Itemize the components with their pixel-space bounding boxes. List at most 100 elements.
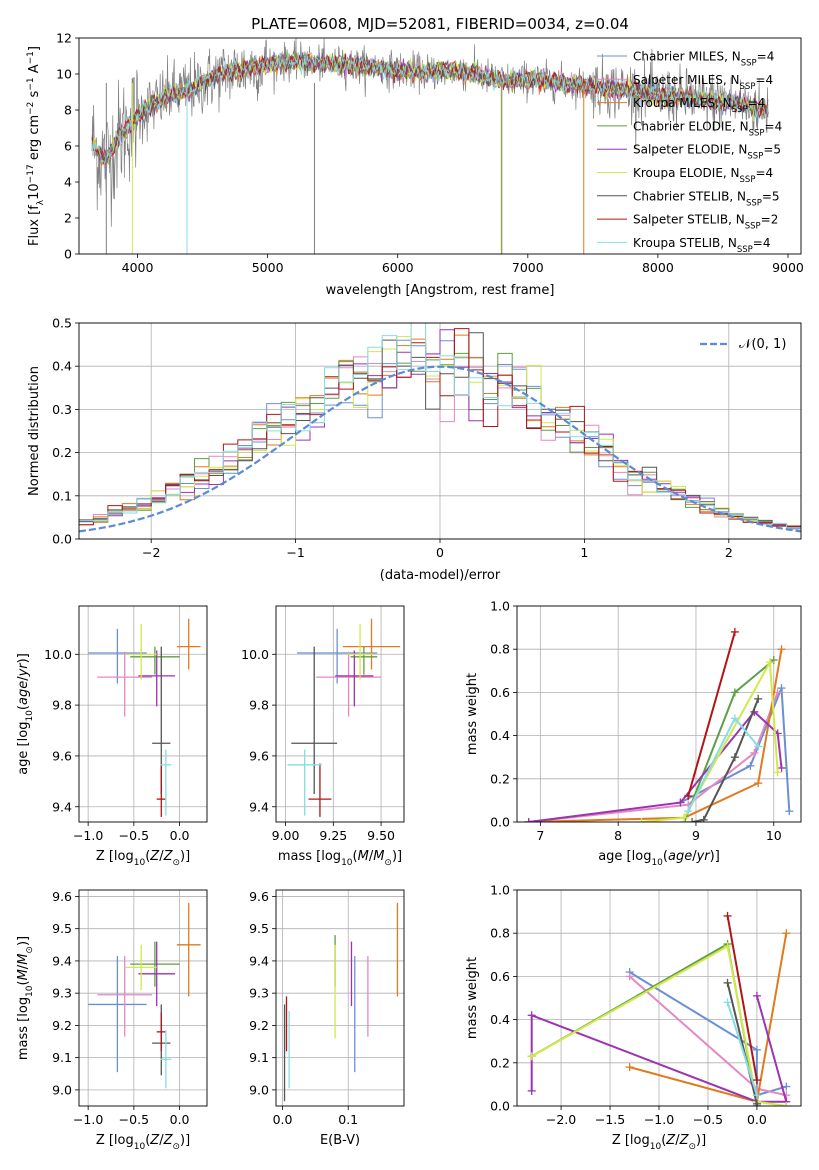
y-tick-label: 9.2: [249, 1018, 269, 1033]
label-part: M: [373, 849, 384, 864]
label-part: 10: [25, 710, 35, 722]
legend-text: Salpeter STELIB, N: [633, 213, 745, 227]
label-part: ⊙: [25, 946, 35, 954]
y-tick-label: 9.2: [52, 1018, 72, 1033]
y-tick-label: 9.6: [249, 889, 269, 904]
y-tick-label: 0.0: [490, 815, 510, 830]
label-part: (: [16, 705, 31, 710]
figure-title: PLATE=0608, MJD=52081, FIBERID=0034, z=0…: [251, 15, 629, 33]
x-tick-label: 9.50: [367, 828, 395, 843]
label-part: )]: [180, 849, 190, 864]
legend-text: =5: [763, 143, 781, 157]
legend-subscript: SSP: [740, 175, 756, 185]
label-part: s: [27, 90, 42, 101]
x-axis-label: mass [log10(M/M⊙)]: [278, 849, 402, 868]
label-part: −1: [26, 77, 36, 90]
label-part: Z: [665, 1133, 676, 1148]
y-tick-label: 0.4: [52, 359, 72, 374]
weight-plot-area: [524, 627, 794, 822]
label-part: yr: [696, 849, 712, 864]
legend-text: Kroupa ELODIE, N: [633, 166, 740, 180]
x-tick-label: 6000: [382, 260, 414, 275]
y-tick-label: 9.3: [52, 986, 72, 1001]
x-tick-label: 4000: [122, 260, 154, 275]
weight-series-line: [531, 944, 787, 1106]
x-tick-label: −2: [142, 545, 160, 560]
normal-curve: [79, 365, 801, 533]
weight-series-line: [528, 649, 783, 822]
legend-text: =4: [755, 166, 773, 180]
mass-vs-extinction-panel: 0.0 0.1 9.0 9.1 9.2 9.3 9.4 9.5 9.6 E(B-V): [249, 889, 405, 1148]
label-part: age: [668, 849, 692, 864]
legend-text: Salpeter MILES, N: [633, 73, 740, 87]
legend-entry: Kroupa STELIB, NSSP=4: [633, 236, 771, 255]
legend-text: Salpeter ELODIE, N: [633, 143, 747, 157]
model-spectrum-line: [91, 52, 769, 165]
label-part: ⊙: [172, 858, 180, 868]
y-axis-label: mass [log10(M/M⊙)]: [16, 936, 35, 1060]
label-part: (: [16, 980, 31, 985]
label-part: yr: [16, 662, 31, 678]
x-tick-label: −2.0: [546, 1112, 576, 1127]
weight-series-line: [687, 631, 736, 797]
x-tick-label: −1.0: [73, 1112, 103, 1127]
x-tick-label: 5000: [252, 260, 284, 275]
legend-subscript: SSP: [732, 105, 748, 115]
residual-y-label: Normed distribution: [27, 366, 42, 496]
x-tick-label: 0.1: [338, 1112, 358, 1127]
label-part: /: [369, 849, 374, 864]
label-part: 10: [134, 1142, 146, 1152]
y-tick-label: 2: [64, 211, 72, 226]
label-part: ⊙: [688, 1142, 696, 1152]
label-part: mass [log: [278, 849, 341, 864]
legend-text: =4: [755, 73, 773, 87]
legend-subscript: SSP: [745, 222, 761, 232]
residual-histogram: [79, 328, 801, 527]
legend-text: Chabrier STELIB, N: [633, 189, 746, 203]
axes-frame: [516, 889, 802, 1107]
weight-series-line: [726, 915, 758, 1081]
label-part: Flux [f: [27, 205, 42, 246]
legend-entry: Chabrier ELODIE, NSSP=4: [633, 119, 782, 138]
x-tick-label: 7: [536, 828, 544, 843]
y-tick-label: 0.8: [490, 926, 510, 941]
x-tick-label: 0: [436, 545, 444, 560]
spectrum-x-label: wavelength [Angstrom, rest frame]: [326, 283, 555, 298]
y-tick-label: 10.0: [44, 647, 72, 662]
label-part: age: [16, 681, 31, 705]
y-tick-label: 0.1: [52, 488, 72, 503]
label-part: /: [675, 1133, 680, 1148]
label-part: age [log: [598, 849, 651, 864]
x-tick-label: −1.0: [73, 828, 103, 843]
label-part: Z: [149, 1133, 160, 1148]
y-tick-label: 9.0: [52, 1082, 72, 1097]
x-tick-label: −0.5: [693, 1112, 723, 1127]
y-tick-label: 6: [64, 139, 72, 154]
x-tick-label: 2: [725, 545, 733, 560]
residual-histogram-panel: −2 −1 0 1 2 0.0 0.1 0.2 0.3 0.4 0.5 𝒩(0, 1) (data-mo…: [27, 316, 802, 583]
label-part: /: [16, 676, 31, 681]
y-tick-label: 0.4: [490, 728, 510, 743]
y-tick-label: 0.2: [52, 445, 72, 460]
x-tick-label: −1: [286, 545, 304, 560]
label-part: Z: [149, 849, 160, 864]
y-tick-label: 0.3: [52, 402, 72, 417]
legend-text: =4: [757, 50, 775, 64]
y-tick-label: 10: [56, 67, 72, 82]
spectrum-panel: 4000 5000 6000 7000 8000 9000 0 2 4 6 8 10 12 wavelen…: [26, 31, 804, 299]
x-tick-label: 10: [766, 828, 782, 843]
legend-text: =4: [765, 119, 783, 133]
label-part: (: [663, 849, 668, 864]
legend-entry: 𝒩(0, 1): [739, 337, 786, 352]
spectrum-plot-area: [91, 38, 769, 254]
errorbar-plot-area: [287, 618, 401, 817]
massweight-vs-metallicity-panel: −2.0 −1.5 −1.0 −0.5 0.0 0.0 0.2 0.4 0.6 0.8 1.0 Z […: [465, 883, 802, 1152]
axes-frame: [78, 322, 802, 540]
y-tick-label: 9.3: [249, 986, 269, 1001]
label-part: (: [145, 1133, 150, 1148]
legend-entry: Salpeter ELODIE, NSSP=5: [633, 143, 781, 162]
label-part: erg cm: [27, 115, 42, 164]
label-part: /: [16, 964, 31, 969]
